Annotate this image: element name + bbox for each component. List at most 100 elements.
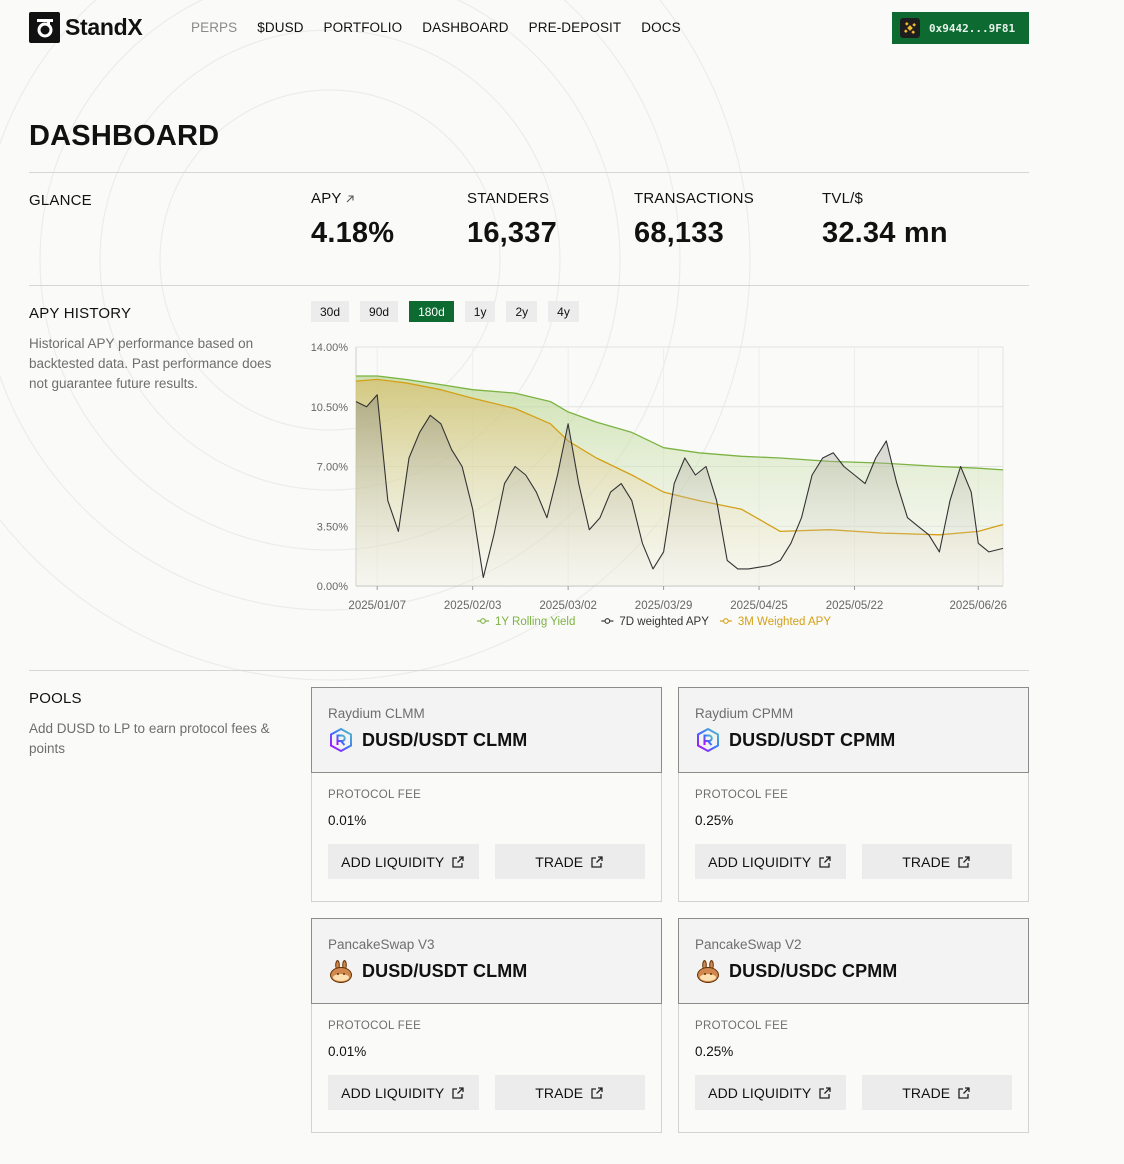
brand-logo[interactable]: StandX: [29, 12, 143, 43]
external-link-icon: [452, 855, 465, 868]
legend-marker: [723, 618, 729, 624]
stat-standers: STANDERS 16,337: [467, 190, 557, 250]
stat-tvl-label: TVL/$: [822, 190, 864, 207]
nav-dashboard[interactable]: DASHBOARD: [422, 20, 509, 35]
protocol-fee-label: PROTOCOL FEE: [328, 789, 422, 801]
stat-apy: APY 4.18%: [311, 190, 394, 250]
apy-chart-svg: 0.00% 3.50% 7.00% 10.50% 14.00% 2025/01/07 202…: [311, 342, 1007, 628]
divider: [29, 285, 1029, 286]
pools-label: POOLS: [29, 690, 82, 707]
page-title: DASHBOARD: [29, 120, 220, 152]
range-selector: 30d 90d 180d 1y 2y 4y: [311, 301, 579, 322]
add-liquidity-label: ADD LIQUIDITY: [708, 853, 812, 870]
external-link-icon: [819, 855, 832, 868]
wallet-button[interactable]: 0x9442...9F81: [892, 12, 1029, 44]
pool-header: PancakeSwap V3 DUSD/USDT CLMM: [311, 918, 662, 1004]
y-tick-label: 10.50%: [311, 402, 349, 414]
external-link-icon: [591, 855, 603, 868]
add-liquidity-label: ADD LIQUIDITY: [341, 853, 445, 870]
external-link-icon: [958, 855, 970, 868]
protocol-fee-label: PROTOCOL FEE: [695, 789, 789, 801]
stat-transactions-label: TRANSACTIONS: [634, 190, 754, 207]
stat-transactions-value: 68,133: [634, 217, 724, 249]
y-tick-label: 7.00%: [317, 462, 348, 474]
main-nav: PERPS $DUSD PORTFOLIO DASHBOARD PRE-DEPO…: [191, 20, 681, 35]
trade-button[interactable]: TRADE: [861, 844, 1012, 879]
raydium-icon: [697, 727, 719, 753]
nav-portfolio[interactable]: PORTFOLIO: [323, 20, 403, 35]
legend-label: 1Y Rolling Yield: [495, 616, 575, 628]
pool-card-raydium-cpmm: Raydium CPMM DUSD/USDT CPMM PROTOCOL FEE…: [678, 687, 1029, 902]
protocol-fee-value: 0.25%: [695, 813, 734, 828]
range-90d[interactable]: 90d: [360, 301, 399, 322]
pool-card-pancakeswap-v3: PancakeSwap V3 DUSD/USDT CLMM PROTOCOL F…: [311, 918, 662, 1133]
trade-label: TRADE: [535, 853, 584, 870]
x-tick-label: 2025/01/07: [348, 600, 406, 612]
pool-card-pancakeswap-v2: PancakeSwap V2 DUSD/USDC CPMM PROTOCOL F…: [678, 918, 1029, 1133]
stat-tvl: TVL/$ 32.34 mn: [822, 190, 948, 250]
nav-dusd[interactable]: $DUSD: [257, 20, 304, 35]
add-liquidity-button[interactable]: ADD LIQUIDITY: [328, 844, 479, 879]
x-tick-label: 2025/03/29: [635, 600, 693, 612]
stat-standers-value: 16,337: [467, 217, 557, 249]
protocol-fee-label: PROTOCOL FEE: [695, 1020, 789, 1032]
stat-apy-label: APY: [311, 190, 342, 207]
stat-standers-label: STANDERS: [467, 190, 550, 207]
divider: [29, 172, 1029, 173]
nav-perps[interactable]: PERPS: [191, 20, 238, 35]
legend-label: 3M Weighted APY: [738, 616, 831, 628]
stat-apy-value: 4.18%: [311, 217, 395, 249]
pool-header: PancakeSwap V2 DUSD/USDC CPMM: [678, 918, 1029, 1004]
external-arrow-icon[interactable]: [345, 194, 355, 204]
external-link-icon: [452, 1086, 465, 1099]
add-liquidity-button[interactable]: ADD LIQUIDITY: [328, 1075, 479, 1110]
stat-tvl-value: 32.34 mn: [822, 217, 948, 249]
trade-label: TRADE: [902, 853, 951, 870]
y-tick-label: 14.00%: [311, 342, 349, 354]
pancakeswap-icon: [697, 960, 719, 983]
y-tick-label: 3.50%: [317, 521, 348, 533]
legend-marker: [480, 618, 486, 624]
brand-name: StandX: [65, 14, 143, 40]
add-liquidity-button[interactable]: ADD LIQUIDITY: [695, 844, 846, 879]
range-1y[interactable]: 1y: [464, 301, 496, 322]
range-2y[interactable]: 2y: [506, 301, 538, 322]
nav-docs[interactable]: DOCS: [641, 20, 681, 35]
pool-venue: Raydium CPMM: [695, 706, 794, 721]
trade-button[interactable]: TRADE: [494, 844, 645, 879]
wallet-address: 0x9442...9F81: [929, 21, 1016, 35]
pool-venue: PancakeSwap V2: [695, 937, 802, 952]
trade-button[interactable]: TRADE: [861, 1075, 1012, 1110]
pools-description: Add DUSD to LP to earn protocol fees & p…: [29, 721, 270, 756]
standx-logo-icon: [29, 12, 60, 43]
legend-label: 7D weighted APY: [619, 616, 709, 628]
protocol-fee-label: PROTOCOL FEE: [328, 1020, 422, 1032]
range-30d[interactable]: 30d: [311, 301, 350, 322]
apy-history-description: Historical APY performance based on back…: [29, 336, 272, 391]
y-tick-label: 0.00%: [317, 581, 348, 593]
external-link-icon: [958, 1086, 970, 1099]
apy-history-label: APY HISTORY: [29, 305, 132, 322]
x-tick-label: 2025/03/02: [539, 600, 597, 612]
pancakeswap-icon: [330, 960, 352, 983]
pool-header: Raydium CPMM DUSD/USDT CPMM: [678, 687, 1029, 773]
trade-button[interactable]: TRADE: [494, 1075, 645, 1110]
trade-label: TRADE: [902, 1084, 951, 1101]
add-liquidity-button[interactable]: ADD LIQUIDITY: [695, 1075, 846, 1110]
range-4y[interactable]: 4y: [548, 301, 579, 322]
legend-marker: [604, 618, 611, 624]
nav-pre-deposit[interactable]: PRE-DEPOSIT: [528, 20, 622, 35]
stat-transactions: TRANSACTIONS 68,133: [634, 190, 754, 250]
series-area: [356, 394, 1003, 586]
bnb-chain-icon: [900, 18, 920, 38]
pool-venue: Raydium CLMM: [328, 706, 425, 721]
range-180d[interactable]: 180d: [409, 301, 454, 322]
protocol-fee-value: 0.01%: [328, 1044, 367, 1059]
x-tick-label: 2025/06/26: [949, 600, 1007, 612]
pool-name: DUSD/USDT CPMM: [729, 729, 896, 750]
pool-venue: PancakeSwap V3: [328, 937, 435, 952]
protocol-fee-value: 0.01%: [328, 813, 367, 828]
series-line: [355, 394, 1004, 579]
add-liquidity-label: ADD LIQUIDITY: [341, 1084, 445, 1101]
x-tick-label: 2025/02/03: [444, 600, 502, 612]
